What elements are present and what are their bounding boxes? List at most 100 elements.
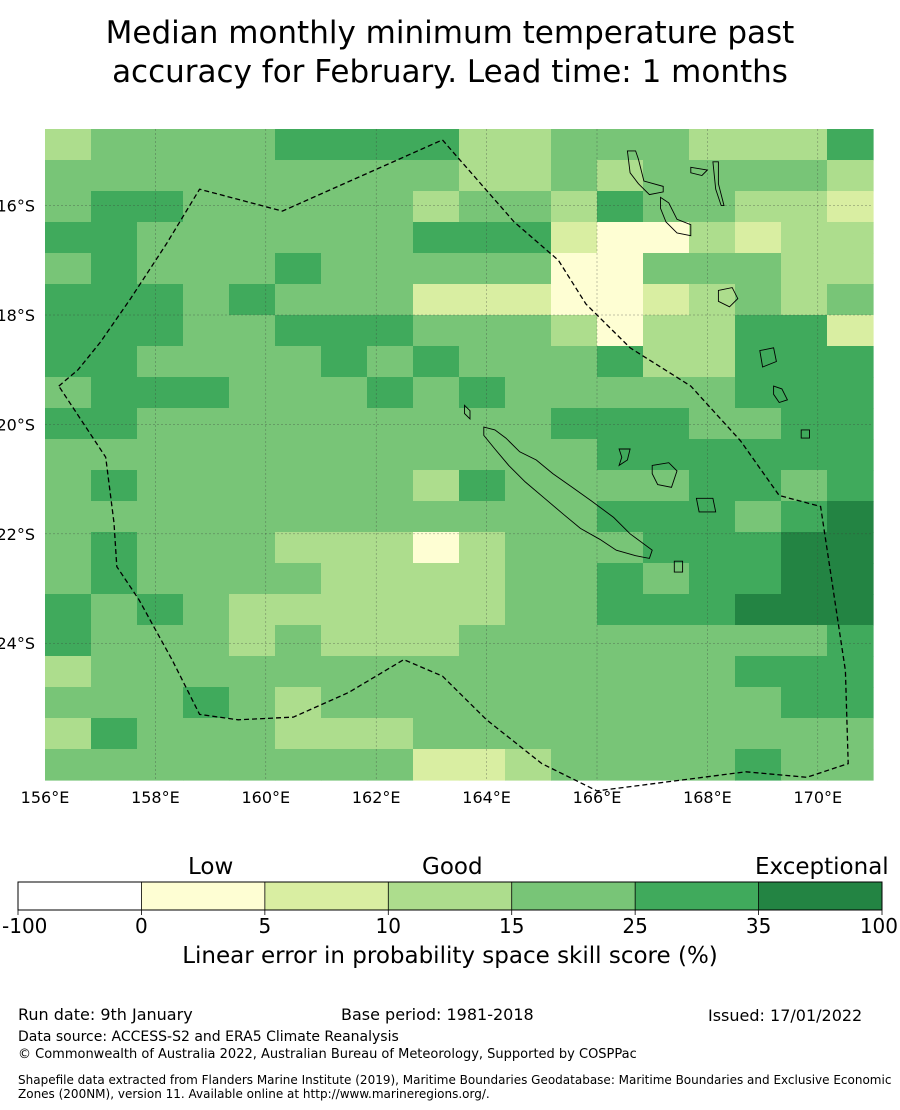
grid-cell (643, 718, 690, 750)
colorbar-swatch (758, 882, 882, 910)
grid-cell (505, 346, 552, 378)
grid-cell (183, 532, 230, 564)
grid-cell (551, 532, 598, 564)
grid-cell (551, 687, 598, 719)
grid-cell (275, 346, 322, 378)
grid-cell (183, 470, 230, 502)
grid-cell (183, 160, 230, 192)
grid-cell (689, 191, 736, 223)
grid-cell (505, 129, 552, 161)
grid-cell (643, 470, 690, 502)
grid-cell (275, 129, 322, 161)
colorbar-tick-label: 0 (135, 914, 148, 938)
grid-cell (321, 718, 368, 750)
grid-cell (45, 191, 92, 223)
grid-cell (827, 315, 874, 347)
grid-cell (229, 532, 276, 564)
copyright: © Commonwealth of Australia 2022, Austra… (18, 1047, 637, 1062)
grid-cell (781, 253, 828, 285)
grid-cell (367, 439, 414, 471)
grid-cell (781, 594, 828, 626)
grid-cell (597, 439, 644, 471)
grid-cell (781, 315, 828, 347)
grid-cell (781, 284, 828, 316)
axis-tick-labels: 156°E 158°E 160°E 162°E 164°E 166°E 168°E 170°E… (0, 197, 842, 807)
grid-cell (827, 625, 874, 657)
grid-cell (275, 656, 322, 688)
grid-cell (321, 129, 368, 161)
grid-cell (689, 718, 736, 750)
grid-cell (275, 160, 322, 192)
grid-cell (735, 532, 782, 564)
grid-cell (689, 594, 736, 626)
grid-cell (275, 408, 322, 440)
grid-cell (413, 315, 460, 347)
grid-cell (643, 284, 690, 316)
grid-cell (183, 253, 230, 285)
grid-cell (229, 594, 276, 626)
grid-cell (183, 222, 230, 254)
grid-cell (275, 191, 322, 223)
grid-cell (505, 439, 552, 471)
grid-cell (367, 408, 414, 440)
lat-tick-label: 18°S (0, 306, 35, 325)
grid-cell (229, 470, 276, 502)
grid-cell (735, 253, 782, 285)
grid-cell (367, 501, 414, 533)
grid-cell (597, 315, 644, 347)
grid-cell (505, 222, 552, 254)
island-efate (717, 287, 739, 308)
grid-cell (229, 129, 276, 161)
grid-cell (137, 656, 184, 688)
grid-cell (735, 470, 782, 502)
grid-cell (689, 563, 736, 595)
grid-cell (91, 439, 138, 471)
grid-cell (183, 284, 230, 316)
colorbar: -100 0 5 10 15 25 35 100 (2, 881, 898, 938)
grid-cell (689, 501, 736, 533)
grid-cell (643, 160, 690, 192)
grid-cell (505, 284, 552, 316)
grid-cell (597, 222, 644, 254)
coastlines (464, 150, 810, 573)
grid-cell (321, 315, 368, 347)
colorbar-good-label: Good (422, 854, 483, 880)
grid-cell (275, 563, 322, 595)
island-tanna (773, 385, 789, 404)
grid-cell (505, 718, 552, 750)
grid-cell (229, 563, 276, 595)
grid-cell (597, 470, 644, 502)
grid-cell (505, 532, 552, 564)
issued-date: Issued: 17/01/2022 (708, 1006, 863, 1025)
grid-cell (229, 718, 276, 750)
grid-cell (643, 408, 690, 440)
grid-cell (91, 408, 138, 440)
grid-cell (91, 718, 138, 750)
eez-boundary (58, 139, 849, 792)
grid-cell (321, 284, 368, 316)
grid-cell (459, 718, 506, 750)
grid-cell (137, 284, 184, 316)
grid-cell (183, 346, 230, 378)
grid-cell (91, 129, 138, 161)
grid-cell (229, 284, 276, 316)
grid-cell (597, 625, 644, 657)
grid-cell (827, 191, 874, 223)
grid-cell (137, 470, 184, 502)
grid-cell (367, 160, 414, 192)
grid-cell (781, 532, 828, 564)
grid-cell (781, 129, 828, 161)
grid-cell (45, 749, 92, 781)
grid-cell (413, 501, 460, 533)
grid-cell (781, 625, 828, 657)
grid-cell (597, 129, 644, 161)
colorbar-tick-label: 100 (860, 914, 898, 938)
island-maewo-pentecost (712, 161, 725, 207)
grid-cell (551, 129, 598, 161)
grid-cell (229, 315, 276, 347)
grid-cell (735, 377, 782, 409)
grid-cell (689, 129, 736, 161)
grid-cell (321, 160, 368, 192)
grid-cell (321, 656, 368, 688)
